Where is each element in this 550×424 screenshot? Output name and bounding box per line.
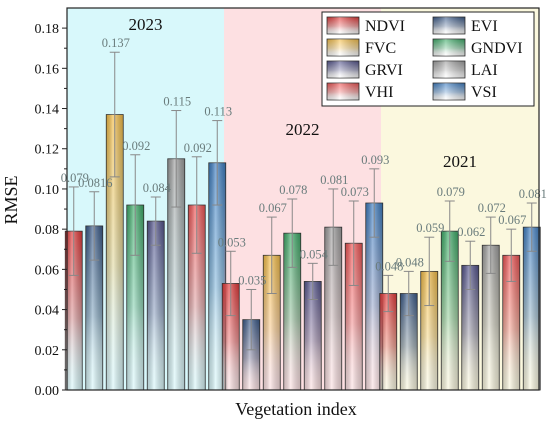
legend-label-vsi: VSI <box>471 84 497 101</box>
legend: NDVI EVI FVC GNDVI GRVI LAI VHI VSI <box>321 11 535 107</box>
y-tick-label: 0.06 <box>35 263 60 278</box>
data-label-vhi-2023: 0.092 <box>184 141 212 155</box>
legend-swatch-shade-lai <box>433 61 465 78</box>
data-label-evi-2021: 0.048 <box>396 255 424 269</box>
data-label-lai-2022: 0.081 <box>320 173 348 187</box>
axes-layer: 0.00 0.02 0.04 0.06 0.08 0.10 0.12 0.14 0.16 0.18 <box>35 7 540 399</box>
legend-swatch-shade-vsi <box>433 83 465 100</box>
bars-layer <box>64 114 541 391</box>
data-label-vsi-2021: 0.081 <box>519 187 547 201</box>
bar-shade-vsi-2021 <box>523 227 541 390</box>
bar-shade-ndvi-2022 <box>222 283 240 390</box>
data-label-vsi-2023: 0.113 <box>204 105 232 119</box>
legend-swatch-shade-evi <box>433 17 465 34</box>
bar-shade-grvi-2021 <box>461 265 479 390</box>
data-label-gndvi-2022: 0.078 <box>279 183 307 197</box>
bar-shade-lai-2023 <box>167 158 185 390</box>
data-label-vhi-2022: 0.073 <box>341 185 369 199</box>
y-tick-label: 0.10 <box>35 183 60 198</box>
bar-shade-evi-2022 <box>242 319 260 390</box>
data-label-vsi-2022: 0.093 <box>361 153 389 167</box>
bar-shade-lai-2021 <box>482 245 500 390</box>
plot-frame <box>66 7 540 391</box>
x-axis-title: Vegetation index <box>235 399 356 419</box>
data-label-grvi-2021: 0.062 <box>457 225 485 239</box>
bar-shade-vhi-2021 <box>502 255 520 390</box>
data-label-fvc-2023: 0.137 <box>102 36 130 50</box>
group-label-2023: 2023 <box>129 15 163 34</box>
legend-label-grvi: GRVI <box>365 62 403 79</box>
group-labels-layer: 2023 2022 2021 <box>129 15 478 171</box>
legend-swatch-shade-vhi <box>327 83 359 100</box>
legend-swatch-shade-grvi <box>327 61 359 78</box>
data-labels-layer: 0.0790.08160.1370.0920.0840.1150.0920.11… <box>61 36 547 287</box>
y-axis-title: RMSE <box>1 175 21 224</box>
bar-shade-vsi-2022 <box>365 203 383 390</box>
data-label-gndvi-2023: 0.092 <box>122 139 150 153</box>
data-label-gndvi-2021: 0.079 <box>437 185 465 199</box>
bar-shade-fvc-2021 <box>420 271 438 390</box>
bar-shade-grvi-2022 <box>304 281 322 390</box>
data-label-ndvi-2021: 0.048 <box>375 259 403 273</box>
data-label-grvi-2023: 0.084 <box>143 181 172 195</box>
bar-shade-vhi-2022 <box>345 243 363 390</box>
bar-shade-gndvi-2021 <box>441 231 459 390</box>
y-tick-label: 0.04 <box>35 304 60 319</box>
legend-swatch-shade-fvc <box>327 39 359 56</box>
legend-label-vhi: VHI <box>365 84 393 101</box>
legend-label-lai: LAI <box>471 62 498 79</box>
data-label-vhi-2021: 0.067 <box>498 213 526 227</box>
y-tick-label: 0.00 <box>35 384 60 399</box>
legend-label-evi: EVI <box>471 18 498 35</box>
bar-shade-ndvi-2023 <box>65 231 83 390</box>
legend-label-gndvi: GNDVI <box>471 40 523 57</box>
bar-shade-vsi-2023 <box>208 162 226 390</box>
y-tick-label: 0.08 <box>35 223 60 238</box>
bar-shade-ndvi-2021 <box>379 293 397 390</box>
bar-shade-lai-2022 <box>324 227 342 390</box>
y-tick-label: 0.02 <box>35 344 60 359</box>
bar-shade-vhi-2023 <box>188 205 206 390</box>
data-label-fvc-2021: 0.059 <box>416 221 444 235</box>
group-label-2022: 2022 <box>286 120 320 139</box>
bar-shade-evi-2023 <box>85 225 103 390</box>
bar-shade-gndvi-2023 <box>126 205 144 390</box>
bar-shade-grvi-2023 <box>147 221 165 390</box>
y-tick-label: 0.14 <box>35 103 60 118</box>
data-label-ndvi-2023: 0.079 <box>61 171 89 185</box>
data-label-lai-2023: 0.115 <box>163 95 191 109</box>
y-tick-label: 0.16 <box>35 62 60 77</box>
data-label-grvi-2022: 0.054 <box>300 247 329 261</box>
data-label-ndvi-2022: 0.053 <box>218 235 246 249</box>
bar-shade-gndvi-2022 <box>283 233 301 390</box>
legend-label-ndvi: NDVI <box>365 18 405 35</box>
legend-swatch-shade-gndvi <box>433 39 465 56</box>
data-label-evi-2022: 0.035 <box>238 273 266 287</box>
bar-shade-fvc-2022 <box>263 255 281 390</box>
y-tick-label: 0.18 <box>35 22 60 37</box>
data-label-evi-2023: 0.0816 <box>78 176 112 190</box>
bar-shade-fvc-2023 <box>106 114 124 390</box>
data-label-fvc-2022: 0.067 <box>259 201 287 215</box>
legend-label-fvc: FVC <box>365 40 396 57</box>
data-label-lai-2021: 0.072 <box>478 201 506 215</box>
bar-shade-evi-2021 <box>400 293 418 390</box>
group-label-2021: 2021 <box>443 152 477 171</box>
y-tick-label: 0.12 <box>35 143 60 158</box>
legend-swatch-shade-ndvi <box>327 17 359 34</box>
error-bars-layer <box>68 51 537 351</box>
